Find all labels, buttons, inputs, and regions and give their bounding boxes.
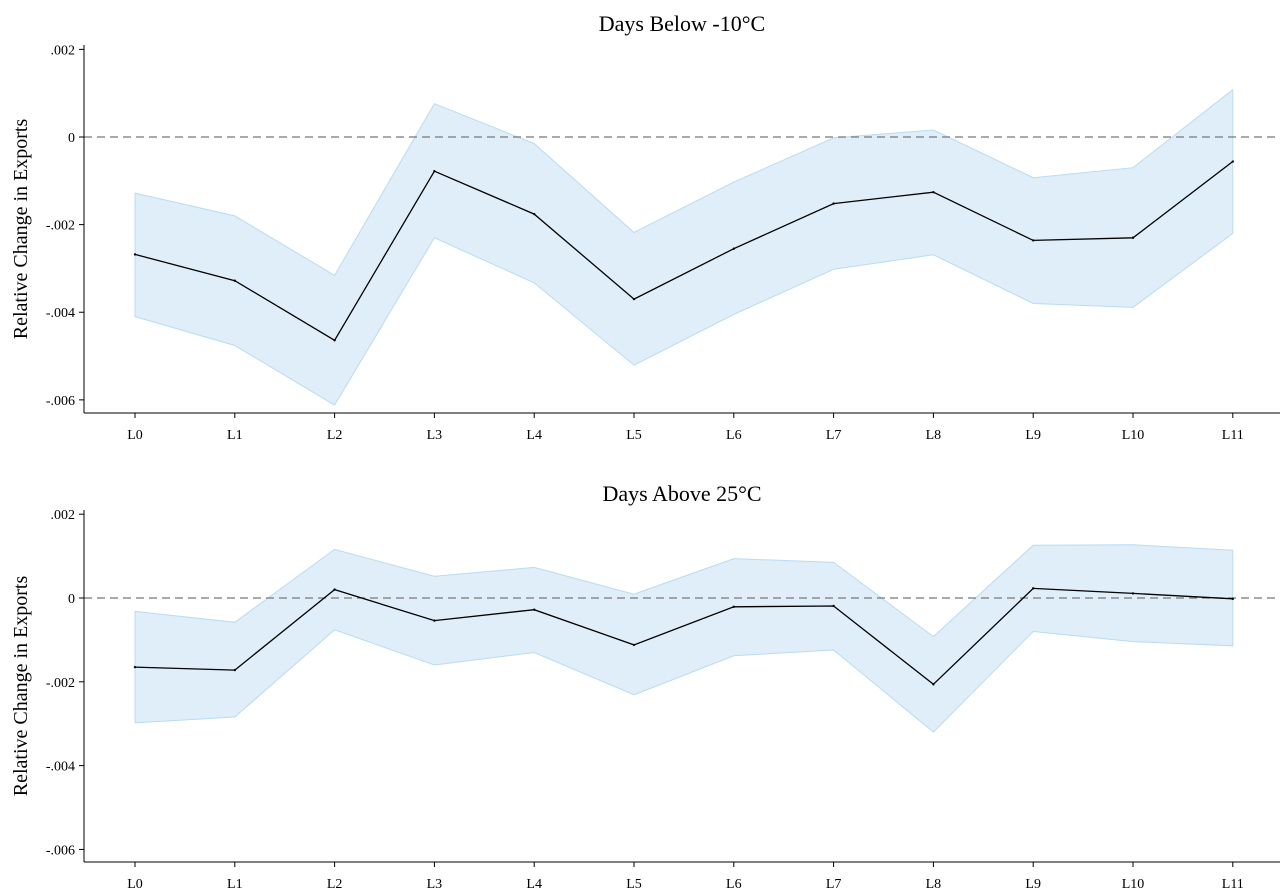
estimate-point-L2 <box>333 339 336 342</box>
estimate-point-L8 <box>932 683 935 686</box>
estimate-point-L8 <box>932 191 935 194</box>
estimate-point-L7 <box>832 604 835 608</box>
y-tick-label: 0 <box>68 131 75 146</box>
estimate-point-L3 <box>433 619 436 622</box>
estimate-point-L4 <box>533 608 536 611</box>
estimate-point-L7 <box>832 202 835 205</box>
y-tick-label: .002 <box>51 508 76 523</box>
estimate-point-L11 <box>1231 597 1235 601</box>
y-axis-label: Relative Change in Exports <box>10 119 32 340</box>
estimate-point-L0 <box>133 665 137 669</box>
chart-panel-1: .002 0 -.002 -.004 -.006 L0 L1 L2 L3 L4 L5 L6 L7 L8 L9… <box>10 11 1280 443</box>
x-tick-label: L11 <box>1222 877 1244 892</box>
y-tick-label: 0 <box>68 592 75 607</box>
y-tick-label: -.002 <box>46 219 75 234</box>
y-axis-label: Relative Change in Exports <box>10 576 32 797</box>
estimate-point-L5 <box>632 643 636 647</box>
estimate-point-L10 <box>1131 592 1135 595</box>
estimate-point-L0 <box>133 253 137 256</box>
x-tick-label: L11 <box>1222 428 1244 443</box>
x-tick-label: L2 <box>327 877 343 892</box>
estimate-point-L5 <box>632 297 636 301</box>
x-tick-label: L6 <box>726 428 742 443</box>
x-tick-label: L1 <box>227 428 243 443</box>
x-tick-label: L8 <box>926 877 942 892</box>
y-tick-label: -.004 <box>46 760 75 775</box>
y-tick-label: -.006 <box>46 394 75 409</box>
x-tick-label: L10 <box>1122 877 1145 892</box>
estimate-point-L2 <box>333 588 336 591</box>
y-tick-label: -.002 <box>46 676 75 691</box>
confidence-band <box>134 544 1234 733</box>
x-tick-label: L0 <box>127 877 143 892</box>
estimate-point-L1 <box>233 279 236 282</box>
x-tick-label: L7 <box>826 428 842 443</box>
x-tick-label: L4 <box>526 877 542 892</box>
x-tick-label: L8 <box>926 428 942 443</box>
chart-title: Days Below -10°C <box>599 11 765 36</box>
estimate-point-L3 <box>433 169 436 173</box>
estimate-line <box>134 587 1233 686</box>
x-tick-label: L6 <box>726 877 742 892</box>
x-tick-label: L9 <box>1025 428 1041 443</box>
estimate-point-L9 <box>1032 587 1035 590</box>
estimate-line <box>134 160 1234 342</box>
x-tick-label: L3 <box>427 877 443 892</box>
x-tick-label: L5 <box>626 428 642 443</box>
x-tick-label: L7 <box>826 877 842 892</box>
y-tick-label: -.006 <box>46 843 75 858</box>
y-tick-label: -.004 <box>46 306 75 321</box>
x-tick-label: L0 <box>127 428 143 443</box>
estimate-point-L1 <box>233 668 236 672</box>
estimate-point-L9 <box>1032 239 1035 242</box>
x-tick-label: L5 <box>626 877 642 892</box>
x-tick-label: L10 <box>1122 428 1145 443</box>
chart-panel-2: .002 0 -.002 -.004 -.006 L0 L1 L2 L3 L4 L5 L6 L7 L8 L9… <box>10 481 1280 892</box>
x-tick-label: L9 <box>1025 877 1041 892</box>
estimate-point-L10 <box>1131 236 1135 239</box>
estimate-point-L6 <box>732 605 735 608</box>
x-tick-label: L3 <box>427 428 443 443</box>
x-tick-label: L4 <box>526 428 542 443</box>
chart-title: Days Above 25°C <box>602 481 761 506</box>
x-tick-label: L2 <box>327 428 343 443</box>
x-tick-label: L1 <box>227 877 243 892</box>
confidence-band <box>134 88 1234 406</box>
estimate-point-L4 <box>533 212 536 216</box>
estimate-point-L11 <box>1231 160 1235 163</box>
y-tick-label: .002 <box>51 43 76 58</box>
estimate-point-L6 <box>732 247 735 250</box>
